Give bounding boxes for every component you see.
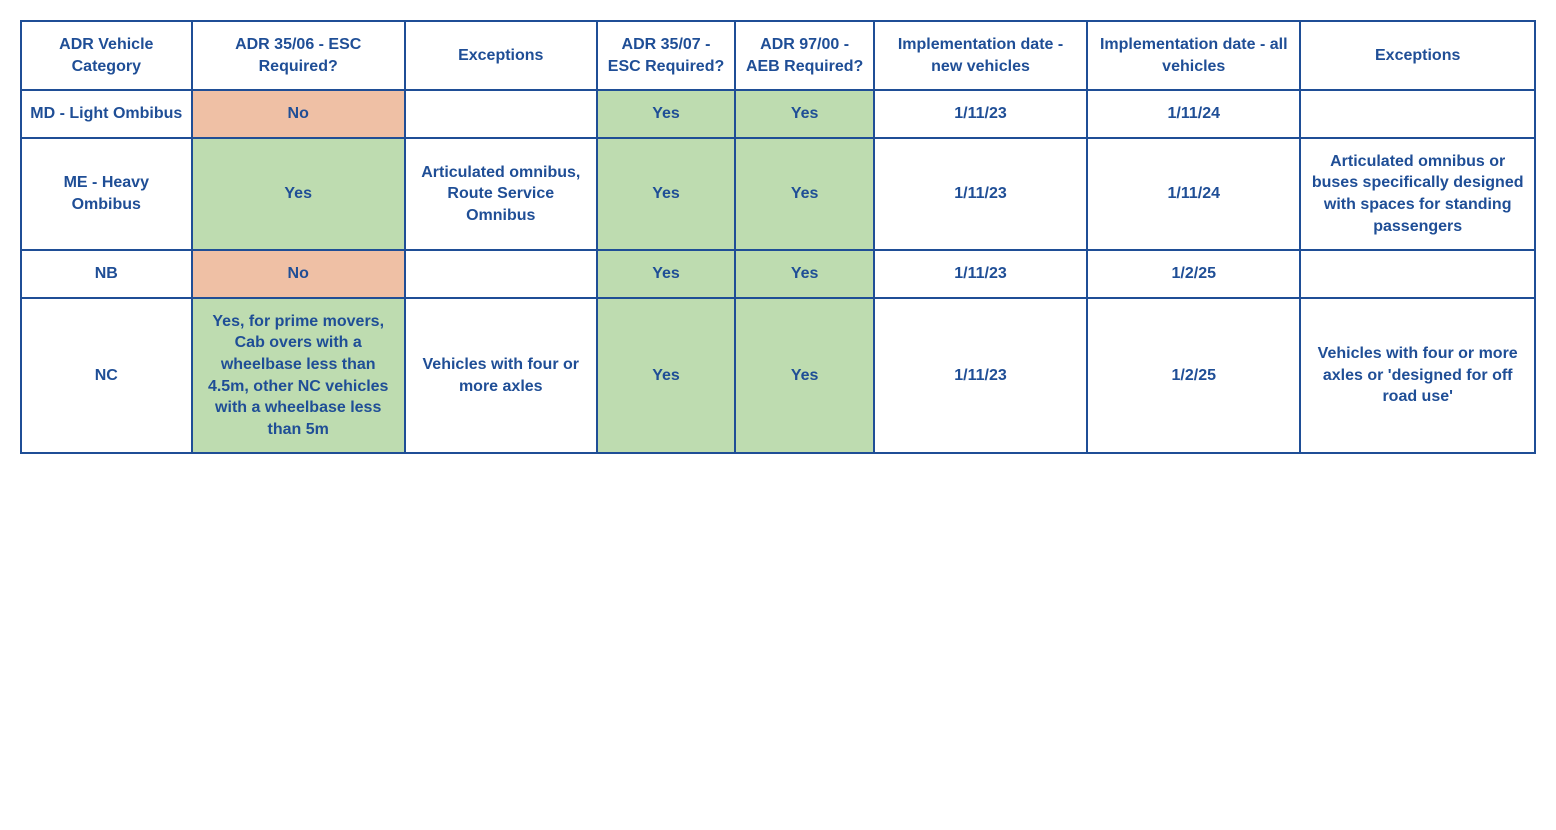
cell-esc-3507: Yes [597, 138, 736, 250]
col-header-exceptions1: Exceptions [405, 21, 597, 90]
cell-aeb-9700: Yes [735, 298, 874, 454]
col-header-aeb-9700: ADR 97/00 - AEB Required? [735, 21, 874, 90]
cell-esc-3507: Yes [597, 298, 736, 454]
cell-exceptions2 [1300, 250, 1535, 298]
cell-date-all: 1/2/25 [1087, 298, 1300, 454]
cell-exceptions2: Articulated omnibus or buses specificall… [1300, 138, 1535, 250]
cell-esc-3507: Yes [597, 90, 736, 138]
cell-exceptions1 [405, 250, 597, 298]
col-header-date-all: Implementation date - all vehicles [1087, 21, 1300, 90]
cell-date-new: 1/11/23 [874, 90, 1087, 138]
table-body: MD - Light OmbibusNoYesYes1/11/231/11/24… [21, 90, 1535, 453]
cell-date-new: 1/11/23 [874, 250, 1087, 298]
cell-esc-3506: Yes, for prime movers, Cab overs with a … [192, 298, 405, 454]
table-row: NCYes, for prime movers, Cab overs with … [21, 298, 1535, 454]
cell-esc-3507: Yes [597, 250, 736, 298]
cell-exceptions1: Articulated omnibus, Route Service Omnib… [405, 138, 597, 250]
table-row: MD - Light OmbibusNoYesYes1/11/231/11/24 [21, 90, 1535, 138]
cell-exceptions2: Vehicles with four or more axles or 'des… [1300, 298, 1535, 454]
col-header-date-new: Implementation date - new vehicles [874, 21, 1087, 90]
cell-category: MD - Light Ombibus [21, 90, 192, 138]
cell-aeb-9700: Yes [735, 90, 874, 138]
cell-category: NB [21, 250, 192, 298]
cell-date-new: 1/11/23 [874, 138, 1087, 250]
cell-exceptions1 [405, 90, 597, 138]
adr-requirements-table: ADR Vehicle Category ADR 35/06 - ESC Req… [20, 20, 1536, 454]
cell-esc-3506: No [192, 90, 405, 138]
cell-category: ME - Heavy Ombibus [21, 138, 192, 250]
table-row: NBNoYesYes1/11/231/2/25 [21, 250, 1535, 298]
col-header-category: ADR Vehicle Category [21, 21, 192, 90]
cell-date-all: 1/11/24 [1087, 138, 1300, 250]
cell-aeb-9700: Yes [735, 250, 874, 298]
cell-date-all: 1/11/24 [1087, 90, 1300, 138]
cell-exceptions2 [1300, 90, 1535, 138]
cell-aeb-9700: Yes [735, 138, 874, 250]
cell-esc-3506: No [192, 250, 405, 298]
cell-exceptions1: Vehicles with four or more axles [405, 298, 597, 454]
cell-date-all: 1/2/25 [1087, 250, 1300, 298]
table-header-row: ADR Vehicle Category ADR 35/06 - ESC Req… [21, 21, 1535, 90]
table-row: ME - Heavy OmbibusYesArticulated omnibus… [21, 138, 1535, 250]
col-header-esc-3507: ADR 35/07 - ESC Required? [597, 21, 736, 90]
col-header-esc-3506: ADR 35/06 - ESC Required? [192, 21, 405, 90]
col-header-exceptions2: Exceptions [1300, 21, 1535, 90]
cell-date-new: 1/11/23 [874, 298, 1087, 454]
cell-esc-3506: Yes [192, 138, 405, 250]
cell-category: NC [21, 298, 192, 454]
